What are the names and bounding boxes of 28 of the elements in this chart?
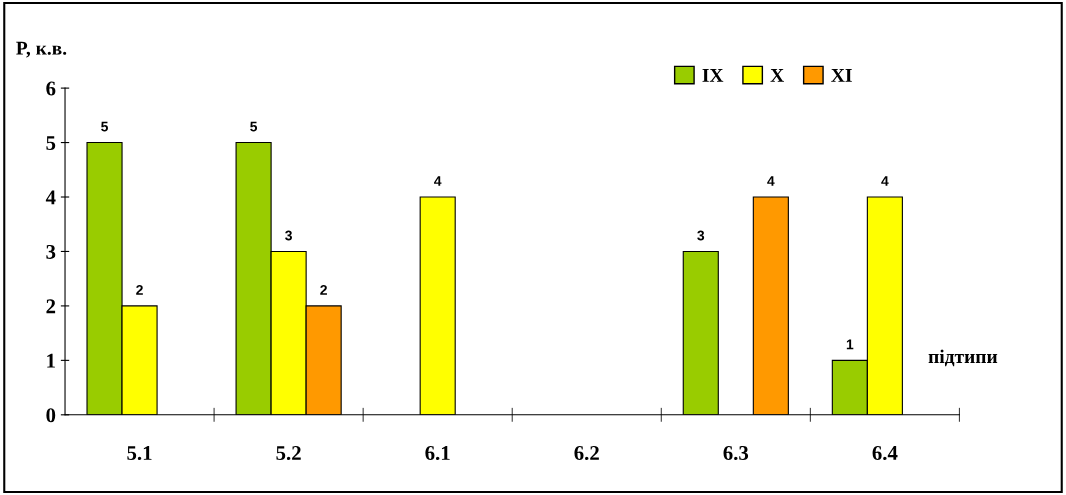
x-tick-label: 6.2 — [574, 446, 599, 461]
y-axis-title: P, к.в. — [16, 41, 67, 58]
data-label: 3 — [285, 230, 292, 241]
y-tick-label: 3 — [46, 244, 56, 259]
data-label: 3 — [697, 230, 705, 241]
y-tick-label: 0 — [46, 408, 56, 423]
data-label: 4 — [881, 176, 889, 186]
legend-label: IX — [702, 69, 724, 82]
x-tick-label: 5.2 — [276, 446, 301, 461]
x-tick-label: 5.1 — [127, 446, 152, 461]
y-tick-label: 6 — [46, 81, 56, 96]
y-tick-label: 4 — [45, 190, 56, 205]
data-label: 2 — [320, 285, 327, 295]
data-label: 4 — [767, 176, 775, 186]
x-tick-label: 6.4 — [872, 446, 898, 461]
data-label: 4 — [434, 176, 442, 186]
y-tick-label: 5 — [46, 136, 56, 150]
y-tick-label: 1 — [47, 353, 55, 368]
data-label: 5 — [101, 121, 108, 132]
data-label: 2 — [136, 285, 143, 295]
x-axis-title: підтипи — [928, 349, 998, 367]
x-tick-label: 6.3 — [723, 446, 749, 461]
data-label: 1 — [846, 339, 854, 350]
x-tick-label: 6.1 — [425, 446, 450, 461]
legend-label: X — [770, 69, 784, 82]
data-label: 5 — [250, 121, 258, 132]
y-tick-label: 2 — [46, 299, 56, 314]
legend-label: XI — [831, 69, 852, 82]
